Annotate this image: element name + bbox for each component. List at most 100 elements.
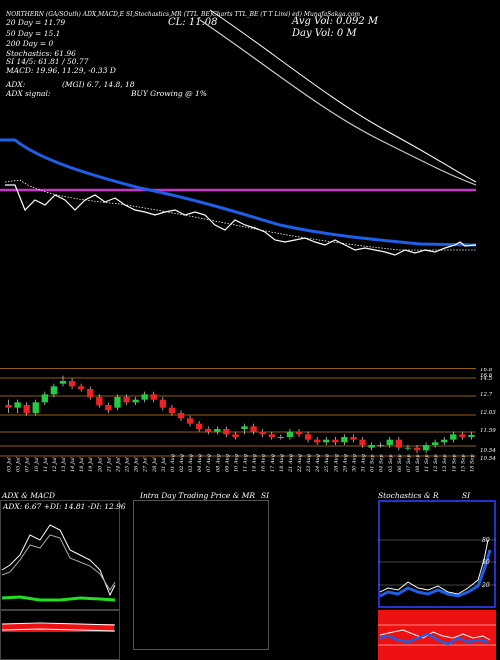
candle-body [459, 434, 466, 437]
x-date-label: 13 Jul [61, 457, 67, 472]
day-volume: Day Vol: 0 M [292, 28, 357, 39]
candle-body [223, 429, 230, 435]
candle-body [323, 439, 330, 443]
x-date-label: 21 Aug [288, 454, 294, 473]
intraday-subtitle: SI [261, 491, 270, 500]
candle-body [431, 442, 439, 445]
candle-body [413, 447, 421, 451]
candle-body [341, 437, 348, 443]
x-date-label: 08 Aug [215, 454, 221, 472]
adx-lines [1, 524, 116, 602]
x-date-label: 07 Jul [25, 457, 31, 472]
adx-values: (MGI) 6.7, 14.8, 18 [62, 80, 135, 89]
x-date-label: 11 Sep [424, 454, 430, 472]
candle-body [105, 405, 112, 411]
x-date-label: 17 Aug [270, 454, 276, 472]
y-tick-label: 10.54 [480, 456, 496, 462]
y-tick-label: 10.54 [480, 448, 496, 454]
ma-dotted-line [4, 179, 476, 251]
candle-body [41, 394, 49, 403]
x-date-label: 04 Sep [379, 454, 385, 472]
candle-body [32, 402, 39, 413]
buy-signal: BUY Growing @ 1% [131, 89, 207, 98]
candle-body [50, 386, 58, 395]
x-date-label: 21 Jul [106, 457, 112, 473]
x-date-label: 30 Aug [351, 454, 357, 472]
rsi-panel [378, 610, 496, 660]
x-date-label: 09 Aug [224, 454, 230, 472]
macd-label: MACD: 19.96, 11.29, -0.33 D [6, 66, 116, 75]
x-date-label: 07 Aug [206, 454, 212, 472]
candle-body [68, 381, 76, 387]
x-date-label: 27 Jul [143, 457, 149, 473]
x-date-label: 11 Jul [43, 457, 49, 472]
adx-label: ADX: [6, 80, 26, 89]
candle-body [295, 431, 303, 435]
ma200-curve [199, 19, 477, 186]
candle-body [177, 413, 185, 419]
candle-body [59, 381, 67, 384]
x-date-label: 04 Aug [197, 454, 203, 472]
candle-body [150, 394, 157, 400]
x-date-label: 13 Sep [442, 454, 448, 472]
x-date-label: 12 Sep [433, 454, 439, 472]
y-tick-label: 16.8 [480, 368, 493, 373]
intraday-title: Intra Day Trading Price & MR [140, 491, 256, 500]
adx-panel: ADX: 6.67 +DI: 14.81 -DI: 12.96 [0, 500, 126, 610]
candle-body [114, 397, 121, 408]
x-date-label: 14 Jul [70, 457, 76, 472]
candle-body [313, 439, 321, 443]
x-date-label: 03 Jul [7, 457, 13, 472]
candle-body [214, 429, 221, 432]
candle-body [123, 397, 130, 403]
x-date-label: 14 Sep [451, 454, 457, 472]
candle-body [186, 418, 194, 424]
intraday-panel [133, 500, 269, 650]
ma-blue-line [0, 138, 477, 247]
x-date-label: 03 Aug [188, 454, 194, 472]
x-date-label: 20 Jul [97, 457, 103, 473]
stochastics-lines: 80 50 20 [378, 537, 496, 598]
candle-body [268, 434, 275, 437]
y-tick-label: 12.7 [480, 392, 493, 398]
candle-body [14, 402, 21, 408]
x-date-label: 07 Sep [406, 454, 412, 472]
x-date-label: 06 Sep [397, 454, 403, 472]
dma50-label: 50 Day = 15.1 [6, 29, 61, 38]
x-date-label: 25 Aug [324, 454, 330, 473]
x-date-label: 22 Aug [297, 454, 303, 473]
stochastics-label: Stochastics: 61.96 [6, 49, 76, 58]
candle-body [241, 426, 248, 429]
candle-body [468, 434, 475, 437]
x-date-label: 01 Aug [170, 454, 176, 472]
candle-body [441, 439, 448, 443]
y-tick-label: 12.03 [480, 410, 496, 416]
candle-body [404, 447, 412, 449]
x-date-label: 10 Jul [34, 457, 40, 472]
candle-body [304, 434, 312, 440]
x-date-label: 28 Jul [152, 457, 158, 473]
price-line [5, 184, 477, 256]
y-tick-label: 11.59 [480, 428, 496, 434]
x-date-label: 12 Jul [52, 457, 58, 472]
stochastics-panel [378, 500, 496, 608]
candle-body [205, 429, 212, 432]
candle-body [277, 437, 285, 438]
x-date-label: 18 Aug [279, 454, 285, 472]
candle-body [422, 445, 430, 451]
x-date-label: 14 Aug [252, 454, 258, 472]
candle-body [141, 394, 148, 400]
price-chart [0, 9, 477, 256]
x-date-label: 10 Aug [233, 454, 239, 472]
candlestick-chart: 16.816.614.5 12.7 12.03 11.59 10.54 10.54 03 J… [0, 368, 496, 473]
x-date-label: 11 Aug [243, 454, 249, 472]
stoch-level-20: 20 [481, 582, 490, 589]
candle-body [450, 434, 457, 440]
dma20-label: 20 Day = 11.79 [6, 18, 66, 27]
avg-volume: Avg Vol: 0.092 M [292, 16, 379, 27]
chart-header: NORTHERN (GA/SOuth) ADX,MACD,E SI,Stocha… [6, 11, 361, 18]
adx-macd-title: ADX & MACD [2, 491, 56, 500]
candle-body [250, 426, 257, 432]
x-date-label: 19 Jul [88, 457, 94, 472]
dma200-label: 200 Day = 0 [6, 39, 54, 48]
